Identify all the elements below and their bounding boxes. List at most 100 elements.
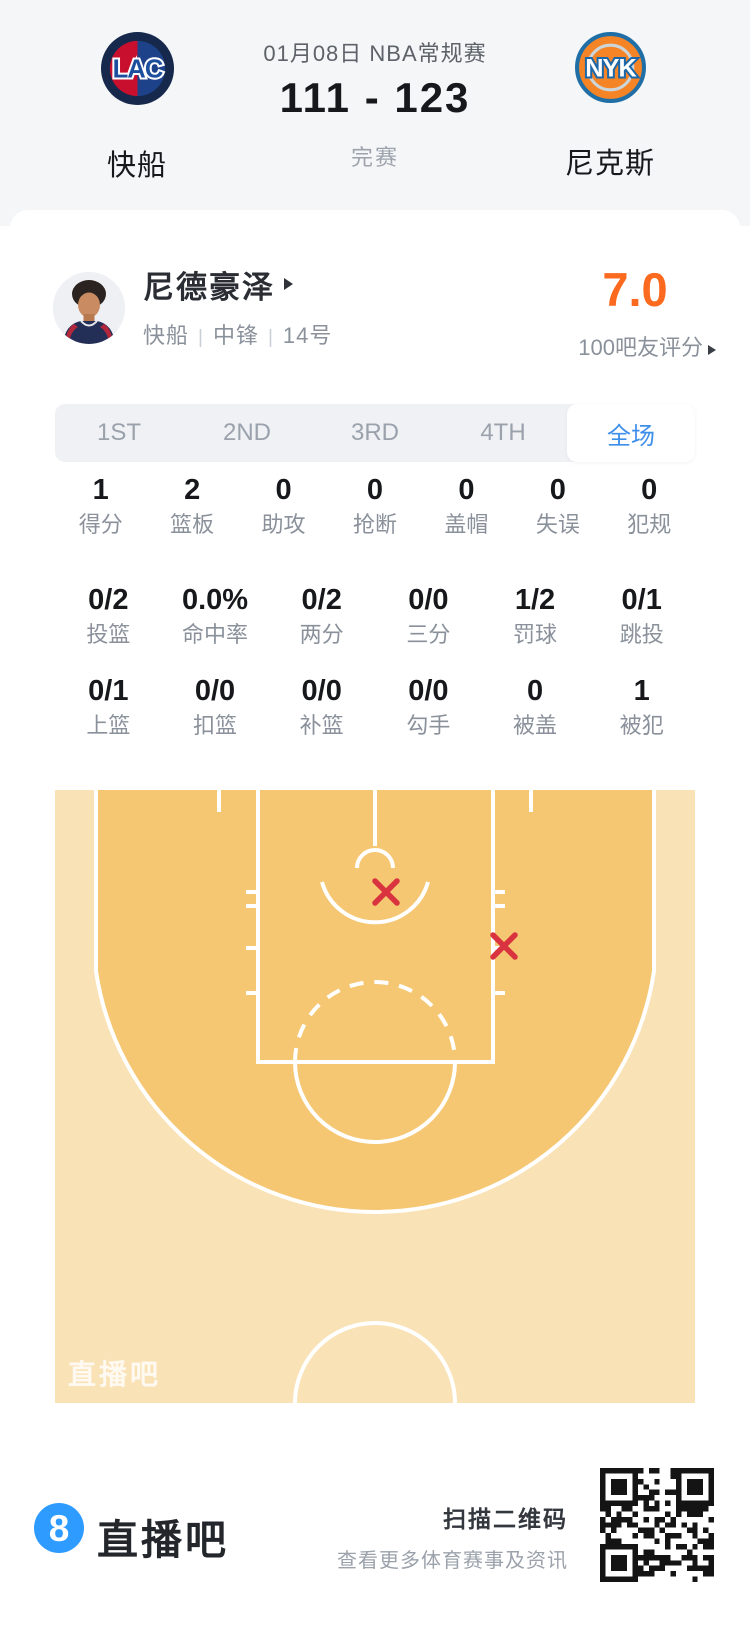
stat-label: 命中率	[182, 622, 249, 647]
stat-cell: 0/0 三分	[375, 584, 482, 647]
clippers-logo-icon: LAC	[100, 31, 174, 106]
shot-miss-x	[490, 932, 518, 960]
center-circle	[293, 1321, 457, 1403]
stat-value: 0	[275, 474, 292, 506]
stat-cell: 1 得分	[55, 474, 146, 537]
stat-label: 犯规	[627, 512, 672, 537]
key-hash-marks-left	[246, 890, 258, 995]
stat-cell: 0/2 两分	[268, 584, 375, 647]
zhibo8-logo-icon: 8	[34, 1503, 84, 1553]
stat-cell: 0/0 扣篮	[162, 675, 269, 738]
home-team: LAC 快船	[62, 31, 212, 184]
stat-cell: 0/1 上篮	[55, 675, 162, 738]
stat-value: 0.0%	[181, 584, 249, 616]
divider: |	[267, 327, 274, 348]
stat-label: 两分	[299, 622, 344, 647]
match-score: 111 - 123	[279, 74, 471, 121]
player-number: 14号	[282, 323, 333, 348]
stat-value: 0	[641, 474, 658, 506]
stat-label: 被犯	[619, 713, 664, 738]
tab-full-game[interactable]: 全场	[567, 404, 695, 462]
logo-eight-glyph: 8	[49, 1508, 70, 1549]
tab-3rd[interactable]: 3RD	[350, 419, 399, 446]
knicks-logo-icon: NYK	[574, 32, 646, 103]
stat-value: 1	[633, 675, 650, 707]
qr-subtitle: 查看更多体育赛事及资讯	[337, 1550, 568, 1572]
player-rating: 7.0	[602, 263, 668, 316]
three-point-line	[94, 790, 656, 1214]
stat-label: 扣篮	[193, 713, 238, 738]
stat-cell: 0/0 勾手	[375, 675, 482, 738]
stat-cell: 0/2 投篮	[55, 584, 162, 647]
stat-value: 0/0	[408, 675, 449, 707]
free-throw-circle-solid	[293, 1061, 457, 1144]
away-team-name: 尼克斯	[564, 148, 655, 180]
stat-cell: 0/0 补篮	[268, 675, 375, 738]
stat-label: 助攻	[261, 512, 306, 537]
tab-2nd[interactable]: 2ND	[222, 419, 271, 446]
shot-chart-court: 直播吧	[55, 790, 695, 1403]
stat-label: 篮板	[170, 512, 215, 537]
rating-source[interactable]: 100吧友评分	[450, 330, 716, 362]
home-team-abbr: LAC	[112, 55, 162, 83]
stat-label: 得分	[78, 512, 123, 537]
baseline-hash-marks	[217, 790, 533, 812]
rim	[355, 848, 395, 869]
stat-cell: 0 助攻	[238, 474, 329, 537]
stat-value: 0	[458, 474, 475, 506]
quarter-tabs: 1ST 2ND 3RD 4TH 全场	[55, 404, 695, 462]
stat-label: 投篮	[86, 622, 131, 647]
chevron-right-icon	[708, 345, 716, 355]
stat-cell: 0 被盖	[482, 675, 589, 738]
stat-value: 1	[92, 474, 109, 506]
tab-4th[interactable]: 4TH	[480, 419, 526, 446]
stat-cell: 0 盖帽	[421, 474, 512, 537]
chevron-right-icon	[284, 278, 293, 290]
court-watermark: 直播吧	[68, 1359, 161, 1390]
restricted-area-arc	[320, 881, 430, 925]
stat-cell: 1 被犯	[588, 675, 695, 738]
stat-value: 0/0	[408, 584, 449, 616]
stat-label: 三分	[406, 622, 451, 647]
stat-value: 0/2	[88, 584, 129, 616]
stat-cell: 0/1 跳投	[588, 584, 695, 647]
brand-wordmark: 直播吧	[97, 1517, 229, 1563]
paint-key	[256, 790, 495, 1064]
stats-row-shooting: 0/2 投篮 0.0% 命中率 0/2 两分 0/0 三分 1/2 罚球 0/1 跳投	[55, 584, 695, 647]
player-photo	[53, 272, 125, 344]
match-status: 完赛	[350, 145, 399, 170]
stat-cell: 2 篮板	[146, 474, 237, 537]
stat-label: 上篮	[86, 713, 131, 738]
divider: |	[198, 327, 204, 348]
player-name[interactable]: 尼德豪泽	[143, 264, 293, 305]
stat-cell: 1/2 罚球	[482, 584, 589, 647]
free-throw-circle-dashed	[293, 980, 457, 1063]
stats-row-main: 1 得分 2 篮板 0 助攻 0 抢断 0 盖帽 0 失误 0 犯规	[55, 474, 695, 537]
away-team-abbr: NYK	[585, 55, 637, 83]
player-team: 快船	[143, 323, 190, 348]
stat-value: 2	[184, 474, 201, 506]
stat-value: 0	[526, 675, 544, 707]
stat-value: 0/1	[621, 584, 662, 616]
key-hash-marks-right	[493, 890, 505, 995]
qr-caption: 扫描二维码 查看更多体育赛事及资讯	[300, 1500, 568, 1573]
stats-row-detail: 0/1 上篮 0/0 扣篮 0/0 补篮 0/0 勾手 0 被盖 1 被犯	[55, 675, 695, 738]
away-team: NYK 尼克斯	[535, 31, 685, 182]
qr-title: 扫描二维码	[443, 1506, 568, 1532]
stat-label: 跳投	[619, 622, 664, 647]
tab-1st[interactable]: 1ST	[96, 419, 141, 446]
stat-label: 罚球	[513, 622, 558, 647]
stat-value: 0/0	[301, 675, 342, 707]
shot-miss-x	[372, 878, 400, 906]
stat-value: 0/0	[194, 675, 236, 707]
player-name-text: 尼德豪泽	[143, 269, 275, 305]
stat-value: 0/2	[301, 584, 342, 616]
stat-value: 0	[366, 474, 384, 506]
stat-label: 失误	[535, 512, 580, 537]
qr-code	[600, 1468, 714, 1582]
stat-cell: 0 失误	[512, 474, 603, 537]
player-avatar[interactable]	[53, 272, 125, 344]
home-team-name: 快船	[106, 150, 167, 182]
stat-label: 被盖	[513, 713, 558, 738]
